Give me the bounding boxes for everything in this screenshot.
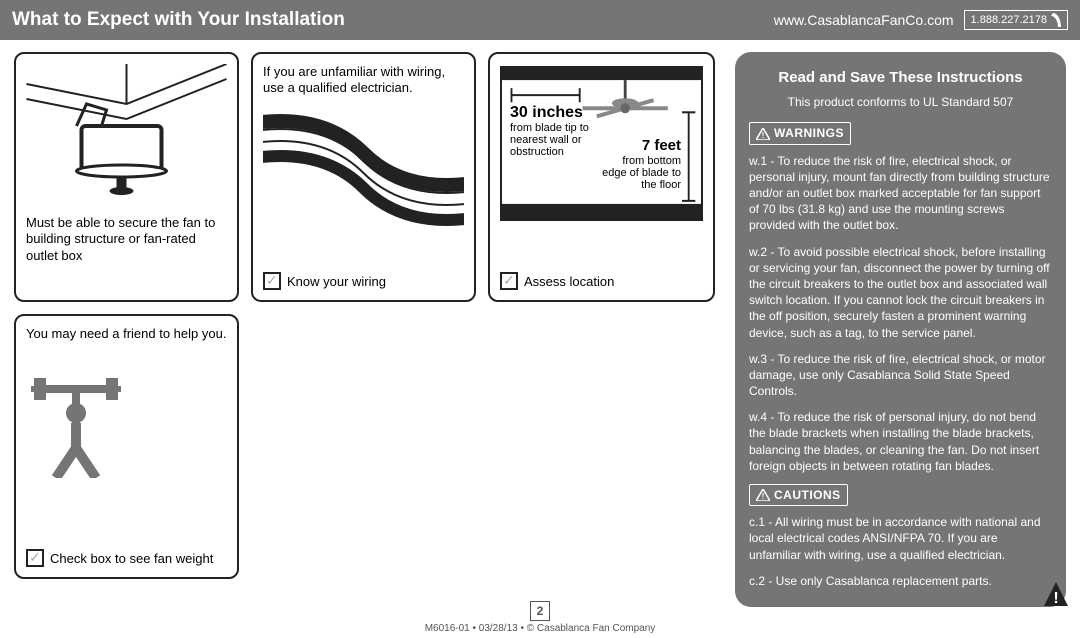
panels-row: Must be able to secure the fan to buildi… bbox=[14, 52, 715, 302]
wiring-check-row: Know your wiring bbox=[263, 272, 464, 290]
location-check-row: Assess location bbox=[500, 272, 703, 290]
weight-illustration bbox=[26, 378, 126, 478]
panel-weight: You may need a friend to help you. Check… bbox=[14, 314, 239, 579]
weight-check-label: Check box to see fan weight bbox=[50, 551, 213, 566]
caution-1: c.1 - All wiring must be in accordance w… bbox=[749, 514, 1052, 563]
phone-number: 1.888.227.2178 bbox=[971, 14, 1047, 26]
phone-box: 1.888.227.2178 bbox=[964, 10, 1068, 30]
panel-location: 30 inches from blade tip to nearest wall… bbox=[488, 52, 715, 302]
page-number: 2 bbox=[530, 601, 550, 621]
location-illustration: 30 inches from blade tip to nearest wall… bbox=[500, 66, 703, 221]
warning-3: w.3 - To reduce the risk of fire, electr… bbox=[749, 351, 1052, 400]
warning-2: w.2 - To avoid possible electrical shock… bbox=[749, 244, 1052, 341]
checkbox-icon bbox=[500, 272, 518, 290]
cautions-badge: ! CAUTIONS bbox=[749, 484, 848, 506]
checkbox-icon bbox=[26, 549, 44, 567]
warnings-label: WARNINGS bbox=[774, 125, 844, 141]
svg-text:!: ! bbox=[762, 492, 765, 501]
left-column: Must be able to secure the fan to buildi… bbox=[14, 52, 715, 600]
weight-text: You may need a friend to help you. bbox=[26, 326, 227, 342]
caution-2: c.2 - Use only Casablanca replacement pa… bbox=[749, 573, 1052, 589]
panel-mount: Must be able to secure the fan to buildi… bbox=[14, 52, 239, 302]
m2-title: 7 feet bbox=[601, 138, 681, 155]
m1-title: 30 inches bbox=[510, 104, 600, 122]
wiring-illustration bbox=[263, 103, 464, 233]
mount-illustration bbox=[26, 64, 227, 204]
weight-check-row: Check box to see fan weight bbox=[26, 549, 227, 567]
svg-text:!: ! bbox=[762, 131, 765, 140]
header-right: www.CasablancaFanCo.com 1.888.227.2178 bbox=[774, 10, 1068, 30]
conform-text: This product conforms to UL Standard 507 bbox=[749, 94, 1052, 110]
warning-triangle-icon: ! bbox=[756, 489, 770, 501]
wiring-text: If you are unfamiliar with wiring, use a… bbox=[263, 64, 464, 97]
page-title: What to Expect with Your Installation bbox=[12, 9, 345, 31]
mount-text: Must be able to secure the fan to buildi… bbox=[26, 215, 227, 264]
content: Must be able to secure the fan to buildi… bbox=[0, 40, 1080, 600]
location-check-label: Assess location bbox=[524, 274, 614, 289]
wiring-check-label: Know your wiring bbox=[287, 274, 386, 289]
cautions-label: CAUTIONS bbox=[774, 487, 841, 503]
header-url: www.CasablancaFanCo.com bbox=[774, 12, 954, 28]
warning-1: w.1 - To reduce the risk of fire, electr… bbox=[749, 153, 1052, 234]
warning-4: w.4 - To reduce the risk of personal inj… bbox=[749, 409, 1052, 474]
m2-sub: from bottom edge of blade to the floor bbox=[601, 155, 681, 191]
checkbox-icon bbox=[263, 272, 281, 290]
header: What to Expect with Your Installation ww… bbox=[0, 0, 1080, 40]
footer: 2 M6016-01 • 03/28/13 • © Casablanca Fan… bbox=[0, 601, 1080, 634]
sidebar: Read and Save These Instructions This pr… bbox=[735, 52, 1066, 607]
panel-wiring: If you are unfamiliar with wiring, use a… bbox=[251, 52, 476, 302]
footer-line: M6016-01 • 03/28/13 • © Casablanca Fan C… bbox=[0, 623, 1080, 634]
phone-icon bbox=[1051, 13, 1061, 27]
sidebar-title: Read and Save These Instructions bbox=[749, 68, 1052, 88]
warnings-badge: ! WARNINGS bbox=[749, 122, 851, 144]
m1-sub: from blade tip to nearest wall or obstru… bbox=[510, 122, 600, 158]
warning-triangle-icon: ! bbox=[756, 128, 770, 140]
